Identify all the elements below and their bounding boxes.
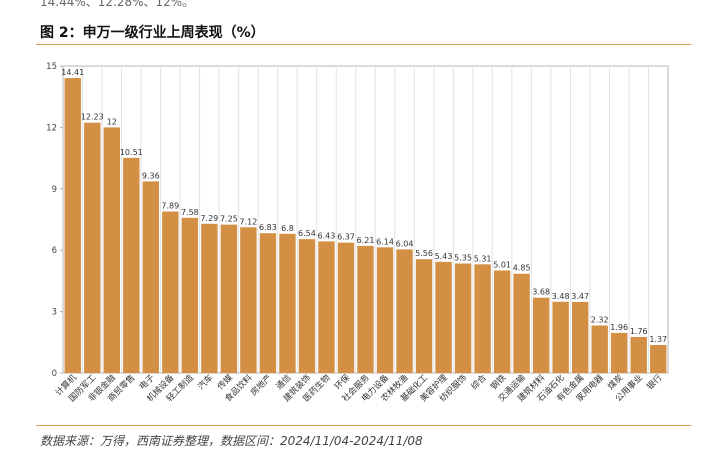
bar-value-label: 5.01 [493,260,511,269]
bar [201,223,218,373]
source-rule [36,425,691,426]
bar [181,217,199,373]
bar [493,270,511,373]
bar-value-label: 12 [107,117,117,126]
bar-value-label: 7.25 [220,215,238,224]
bar [415,259,433,373]
bar [376,247,394,373]
bar [357,245,374,373]
bar [220,224,238,373]
bar-value-label: 6.21 [357,236,375,245]
bar [142,181,160,373]
bar [650,344,667,373]
bar [64,78,81,374]
bar-value-label: 3.68 [532,288,550,297]
y-tick-label: 6 [52,246,57,256]
bar-value-label: 6.04 [396,239,414,248]
bar [240,227,257,373]
bar [123,157,140,373]
bar [552,301,569,373]
bar-value-label: 6.83 [259,223,277,232]
bar-value-label: 6.14 [376,237,394,246]
bar-value-label: 3.48 [552,292,570,301]
bar [84,122,101,374]
bar-value-label: 5.31 [474,254,492,263]
y-tick-label: 3 [52,308,57,318]
bar-chart-svg: 0369121514.41计算机12.23国防军工12非银金融10.51商贸零售… [46,62,669,404]
bar-value-label: 7.58 [181,208,199,217]
bar-value-label: 5.56 [415,249,433,258]
y-tick-label: 0 [52,369,57,379]
bar-value-label: 10.51 [120,148,143,157]
title-rule [36,44,691,45]
bar-value-label: 6.54 [298,229,316,238]
y-tick-label: 9 [52,185,57,195]
bar-value-label: 6.37 [337,233,355,242]
bar [630,336,647,373]
bar-value-label: 14.41 [61,68,84,77]
bar [454,263,472,373]
data-source-note: 数据来源：万得，西南证券整理，数据区间：2024/11/04-2024/11/0… [40,434,423,448]
bar-value-label: 12.23 [81,113,104,122]
bar-value-label: 7.12 [239,217,257,226]
bar-value-label: 6.43 [318,231,336,240]
category-label: 房地产 [248,372,274,398]
bar-value-label: 3.47 [571,292,589,301]
bar [611,332,628,373]
bar [396,249,413,373]
bar-value-label: 5.35 [454,254,472,263]
bar [532,297,550,373]
y-tick-label: 12 [46,123,57,133]
bar [591,325,608,373]
bar [337,242,355,373]
bar-value-label: 9.36 [142,171,160,180]
category-label: 综合 [469,372,489,392]
category-label: 汽车 [196,372,216,392]
bar [513,273,530,373]
bar [259,233,277,373]
bar [103,127,120,374]
bar-value-label: 1.76 [630,327,648,336]
bar [298,239,316,373]
bar-value-label: 7.29 [200,214,218,223]
bar-value-label: 6.8 [281,224,294,233]
bar [435,261,452,373]
bar [474,264,491,373]
bar-value-label: 4.85 [513,264,531,273]
bar-value-label: 5.43 [435,252,453,261]
bar-chart: 0 3 6 9 12 15 14.41 计算机 12.23 国防军工 12 非银金融 10.51 商贸零售… [40,52,688,420]
bar [318,241,335,373]
bar-value-label: 1.96 [610,323,628,332]
bar-value-label: 1.37 [649,335,667,344]
y-tick-label: 15 [46,62,57,72]
figure-title: 图 2：申万一级行业上周表现（%） [40,25,265,41]
bar-value-label: 2.32 [591,316,609,325]
bar [279,233,296,373]
category-label: 银行 [645,372,665,392]
bar-value-label: 7.89 [161,202,179,211]
truncated-top-text: 14.44%、12.28%、12%。 [40,0,195,9]
bar [571,301,589,373]
bar [162,211,179,373]
